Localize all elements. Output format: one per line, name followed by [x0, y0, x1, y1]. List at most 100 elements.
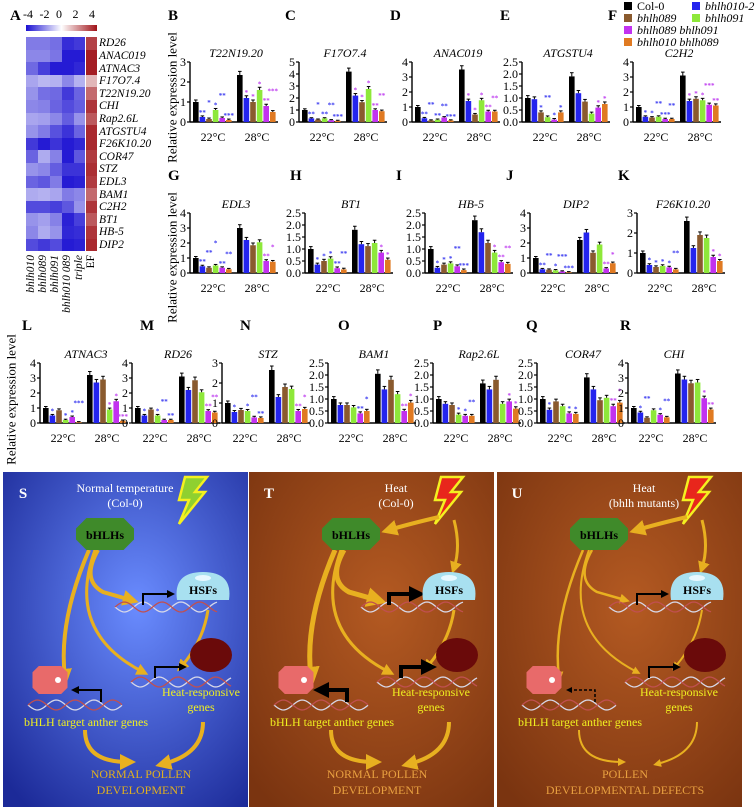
bar [378, 252, 384, 273]
x-tick-label: 28°C [592, 431, 617, 445]
heatmap-cell [26, 62, 38, 75]
heatmap-cell [73, 87, 86, 100]
x-tick-label: 28°C [95, 431, 120, 445]
bar [436, 399, 442, 423]
bar [199, 117, 206, 122]
pathway-arrow [553, 549, 585, 682]
heatmap-cell [49, 175, 62, 189]
heat2-text: genes [187, 700, 215, 714]
bar [371, 243, 378, 273]
bar [408, 402, 414, 423]
legend-swatch [692, 14, 700, 22]
bar [659, 266, 666, 273]
significance-mark: * [644, 109, 648, 117]
heatmap-cell [61, 87, 74, 100]
bar [135, 408, 141, 423]
bar [282, 387, 288, 423]
significance-mark: ** [340, 250, 348, 258]
bhlhs-text: bHLHs [332, 528, 370, 542]
colorbar-tick-label: 4 [89, 7, 95, 21]
bar [337, 405, 344, 423]
bar [595, 107, 601, 122]
y-tick-label: 1 [122, 401, 128, 415]
bar [636, 107, 642, 122]
significance-mark: ** [610, 397, 618, 405]
y-tick-label: 2.5 [406, 206, 421, 220]
y-tick-label: 0 [180, 266, 186, 280]
bar [388, 379, 394, 423]
bar [243, 240, 250, 273]
heat-protein-circle [684, 638, 726, 672]
heatmap-cell [61, 226, 74, 239]
bar [442, 403, 449, 423]
significance-mark: ** [263, 253, 271, 261]
bar [415, 107, 421, 122]
bar [199, 266, 206, 273]
hsfs-highlight [689, 575, 705, 581]
bar [179, 376, 185, 423]
colorbar-tick-label: -2 [39, 7, 50, 21]
legend-label: Col-0 [637, 0, 665, 13]
significance-mark: *** [459, 262, 470, 270]
significance-mark: ** [263, 97, 271, 105]
chart-title: C2H2 [665, 46, 694, 60]
bar [584, 377, 590, 423]
out1-text: POLLEN [602, 767, 648, 781]
promoter-arrow-icon [636, 590, 669, 605]
bar [680, 75, 686, 122]
significance-mark: * [322, 252, 326, 260]
highlight-dot [55, 677, 61, 683]
bar [472, 114, 478, 122]
heatmap-cell [85, 188, 98, 201]
out2-text: DEVELOPMENTAL DEFECTS [546, 783, 704, 797]
x-tick-label: 28°C [277, 431, 302, 445]
heat-protein-circle [436, 638, 478, 672]
y-tick-label: 1 [180, 251, 186, 265]
heatmap-cell [49, 62, 62, 75]
x-tick-label: 22°C [201, 281, 226, 295]
significance-mark: ** [219, 260, 227, 268]
bar [381, 389, 388, 423]
chart-title: T22N19.20 [209, 46, 263, 60]
bar [642, 116, 649, 122]
panel-letter-k: K [618, 168, 630, 184]
heatmap-cell [85, 238, 98, 252]
dna-icon [521, 699, 617, 711]
y-tick-label: 2 [520, 236, 526, 250]
y-tick-label: 0 [623, 115, 629, 129]
x-tick-label: 28°C [692, 281, 717, 295]
y-tick-label: 1.0 [286, 242, 301, 256]
heatmap-cell [73, 112, 86, 126]
significance-mark: * [354, 87, 358, 95]
heatmap-cell [49, 74, 62, 88]
heatmap-cell [49, 100, 62, 113]
x-tick-label: 28°C [577, 130, 602, 144]
bar [269, 370, 275, 423]
panel-letter-a: A [10, 8, 21, 24]
y-tick-label: 1.5 [406, 230, 421, 244]
y-tick-label: 3 [520, 221, 526, 235]
y-tick-label: 3 [623, 70, 629, 84]
bar [434, 267, 441, 273]
legend-item: bhlh089 bhlh091 [624, 24, 719, 36]
heatmap-row-label: F17O7.4 [99, 75, 141, 88]
y-tick-label: 2.5 [518, 356, 533, 370]
panel-letter-i: I [396, 168, 402, 184]
x-tick-label: 28°C [688, 130, 713, 144]
bar [666, 267, 672, 273]
out1-text: NORMAL POLLEN [91, 767, 192, 781]
y-tick-label: 0.0 [518, 416, 533, 430]
bar [256, 242, 263, 273]
bar [461, 270, 467, 273]
bhlhs-octagon [570, 518, 628, 550]
heatmap-cell [73, 49, 86, 63]
heatmap-cell [73, 62, 86, 75]
legend-item: bhlh010-2 [692, 0, 754, 12]
bar [617, 402, 623, 423]
y-tick-label: 1 [180, 95, 186, 109]
bar [56, 410, 62, 423]
bar [441, 264, 447, 273]
bar [546, 269, 552, 273]
heatmap-cell [61, 62, 74, 75]
chart-title: Rap2.6L [457, 347, 499, 361]
